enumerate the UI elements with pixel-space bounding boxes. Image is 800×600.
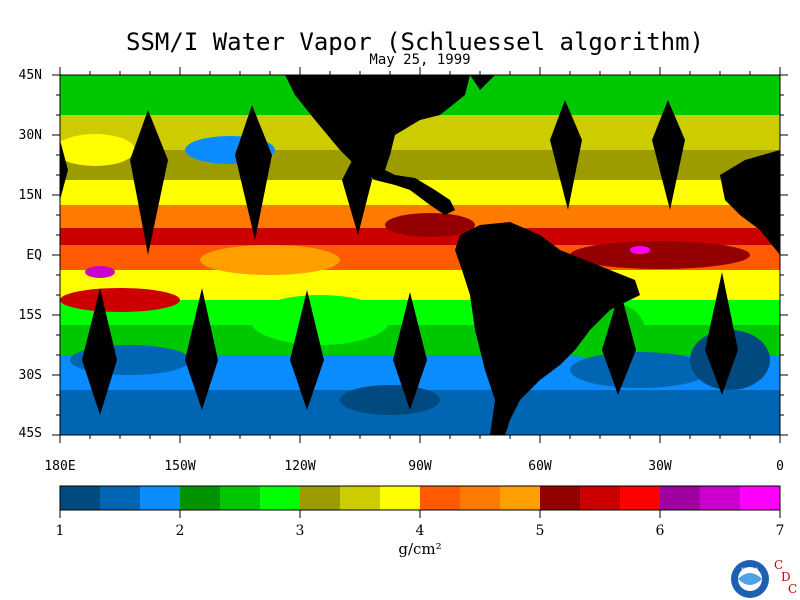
colorbar-swatch [340, 486, 381, 510]
lon-label-90w: 90W [408, 459, 432, 474]
lon-label-60w: 60W [528, 459, 552, 474]
noaa-logo-text: NOAA [741, 567, 759, 574]
colorbar-swatch [260, 486, 301, 510]
axis-ticks [52, 67, 788, 443]
colorbar-swatch [60, 486, 101, 510]
colorbar-swatch [300, 486, 341, 510]
colorbar-swatch [380, 486, 421, 510]
colorbar-tick-7: 7 [775, 523, 785, 539]
lat-label-eq: EQ [26, 248, 42, 263]
colorbar-tick-6: 6 [655, 523, 665, 539]
lon-label-30w: 30W [648, 459, 672, 474]
colorbar-tick-3: 3 [295, 523, 305, 539]
lon-label-0: 0 [776, 459, 784, 474]
lat-label-30n: 30N [18, 128, 42, 143]
colorbar-swatch [620, 486, 661, 510]
cdc-letter-c2: C [788, 582, 797, 596]
colorbar-swatch [740, 486, 781, 510]
colorbar-swatch [420, 486, 461, 510]
colorbar-swatch [580, 486, 621, 510]
data-gap-swaths [60, 100, 738, 415]
map-title: SSM/I Water Vapor (Schluessel algorithm) [126, 28, 704, 56]
colorbar-tick-2: 2 [175, 523, 185, 539]
colorbar-tick-4: 4 [415, 523, 425, 539]
greenland [470, 75, 495, 90]
lon-label-120w: 120W [284, 459, 316, 474]
cdc-letter-c1: C [774, 558, 783, 572]
colorbar-units: g/cm² [398, 540, 442, 558]
colorbar-swatch [220, 486, 261, 510]
lat-label-30s: 30S [18, 368, 42, 383]
south-america [455, 222, 640, 435]
colorbar-swatch [500, 486, 541, 510]
colorbar-swatch [460, 486, 501, 510]
colorbar-swatch [700, 486, 741, 510]
lat-label-15n: 15N [18, 188, 42, 203]
cdc-letter-d: D [781, 570, 791, 584]
map-date: May 25, 1999 [369, 52, 471, 68]
colorbar-tick-1: 1 [55, 523, 65, 539]
colorbar-swatch [660, 486, 701, 510]
colorbar-swatch [180, 486, 221, 510]
lat-label-45s: 45S [18, 426, 42, 441]
colorbar-swatch [540, 486, 581, 510]
water-vapor-field [60, 75, 780, 435]
lon-label-150w: 150W [164, 459, 196, 474]
noaa-cdc-logo: NOAA C D C [731, 558, 797, 598]
colorbar [59, 485, 781, 518]
north-america [285, 75, 470, 215]
lat-label-45n: 45N [18, 68, 42, 83]
africa [720, 150, 780, 255]
colorbar-tick-5: 5 [535, 523, 545, 539]
lon-label-180e: 180E [44, 459, 76, 474]
colorbar-swatch [100, 486, 141, 510]
lat-label-15s: 15S [18, 308, 42, 323]
colorbar-swatch [140, 486, 181, 510]
